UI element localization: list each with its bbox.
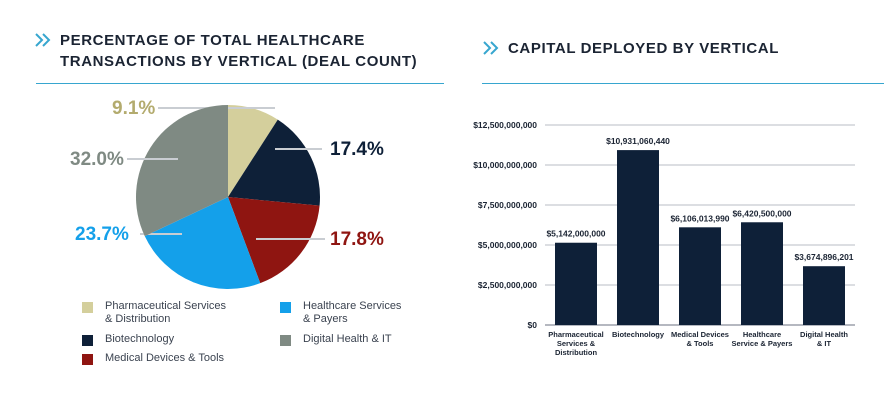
pie-title-divider	[36, 83, 444, 84]
bar-value-label-pharmaceutical-services-distribution: $5,142,000,000	[546, 229, 605, 239]
x-tick-label-pharmaceutical-services-distribution: Distribution	[555, 348, 597, 357]
y-tick-label: $5,000,000,000	[478, 240, 537, 250]
legend-item-biotech: Biotechnology	[82, 333, 262, 346]
legend-label-pharma-line1: Pharmaceutical Services	[105, 300, 227, 312]
legend-swatch-meddev	[82, 354, 93, 365]
double-chevron-right-icon	[35, 33, 51, 47]
legend-item-meddev: Medical Devices & Tools	[82, 352, 262, 365]
x-tick-label-pharmaceutical-services-distribution: Services &	[557, 339, 596, 348]
pie-title-line1: PERCENTAGE OF TOTAL HEALTHCARE	[60, 32, 365, 49]
pie-label-pharmaceutical-services-distribution: 9.1%	[112, 98, 155, 119]
x-tick-label-pharmaceutical-services-distribution: Pharmaceutical	[548, 330, 603, 339]
legend-label-meddev: Medical Devices & Tools	[105, 352, 225, 364]
pie-slice-medical-devices-tools	[228, 197, 320, 284]
bar-biotechnology	[617, 150, 659, 325]
bar-value-label-biotechnology: $10,931,060,440	[606, 136, 670, 146]
pie-slice-digital-health-it	[136, 105, 228, 237]
y-tick-label: $0	[528, 320, 538, 330]
x-tick-label-digital-health-it: & IT	[817, 339, 832, 348]
bar-chart-title: CAPITAL DEPLOYED BY VERTICAL	[508, 40, 779, 57]
y-tick-label: $12,500,000,000	[473, 120, 537, 130]
legend-label-digital: Digital Health & IT	[303, 333, 392, 345]
pie-title-line2: TRANSACTIONS BY VERTICAL (DEAL COUNT)	[60, 53, 418, 70]
y-tick-label: $7,500,000,000	[478, 200, 537, 210]
legend-item-pharma: Pharmaceutical Services & Distribution	[82, 300, 262, 326]
bar-value-label-healthcare-service-payers: $6,420,500,000	[732, 208, 791, 218]
y-tick-label: $10,000,000,000	[473, 160, 537, 170]
y-tick-label: $2,500,000,000	[478, 280, 537, 290]
legend-label-healthsvc-line1: Healthcare Services	[303, 300, 402, 312]
pie-label-digital-health-it: 32.0%	[70, 149, 124, 170]
bar-value-label-digital-health-it: $3,674,896,201	[794, 252, 853, 262]
pie-slice-biotechnology	[228, 119, 321, 206]
pie-label-medical-devices-tools: 17.8%	[330, 229, 384, 250]
legend-label-healthsvc-line2: & Payers	[303, 313, 348, 325]
legend-swatch-digital	[280, 335, 291, 346]
x-tick-label-digital-health-it: Digital Health	[800, 330, 848, 339]
bar-panel: CAPITAL DEPLOYED BY VERTICAL $0 $2,500,00…	[450, 0, 884, 403]
pie-panel: PERCENTAGE OF TOTAL HEALTHCARE TRANSACTI…	[34, 30, 444, 365]
double-chevron-right-icon	[483, 41, 499, 55]
bar-value-label-medical-devices-tools: $6,106,013,990	[670, 213, 729, 223]
legend-item-healthsvc: Healthcare Services & Payers	[280, 300, 460, 326]
bar-medical-devices-tools	[679, 227, 721, 325]
bar-title-row: CAPITAL DEPLOYED BY VERTICAL	[482, 38, 779, 59]
bar-chart: $0 $2,500,000,000 $5,000,000,000 $7,500,000…	[473, 120, 855, 357]
pie-label-healthcare-services-payers: 23.7%	[75, 224, 129, 245]
bar-title-divider	[482, 83, 884, 84]
x-tick-label-healthcare-service-payers: Service & Payers	[732, 339, 793, 348]
pie-title-row: PERCENTAGE OF TOTAL HEALTHCARE TRANSACTI…	[34, 30, 440, 72]
pie-slice-healthcare-services-payers	[144, 197, 261, 289]
bar-pharmaceutical-services-distribution	[555, 242, 597, 325]
x-tick-label-healthcare-service-payers: Healthcare	[743, 330, 781, 339]
legend-swatch-healthsvc	[280, 302, 291, 313]
legend-label-biotech: Biotechnology	[105, 333, 175, 345]
x-tick-label-medical-devices-tools: & Tools	[687, 339, 714, 348]
pie-chart-title: PERCENTAGE OF TOTAL HEALTHCARE TRANSACTI…	[60, 30, 440, 72]
bar-digital-health-it	[803, 266, 845, 325]
x-tick-label-medical-devices-tools: Medical Devices	[671, 330, 729, 339]
pie-chart: 9.1% 17.4% 17.8% 23.7% 32.0%	[70, 98, 384, 289]
legend-label-pharma-line2: & Distribution	[105, 313, 171, 325]
bar-healthcare-service-payers	[741, 222, 783, 325]
legend-swatch-pharma	[82, 302, 93, 313]
pie-label-biotechnology: 17.4%	[330, 139, 384, 160]
x-tick-label-biotechnology: Biotechnology	[612, 330, 665, 339]
legend-swatch-biotech	[82, 335, 93, 346]
legend-item-digital: Digital Health & IT	[280, 333, 460, 346]
pie-slice-pharmaceutical-services-distribution	[228, 105, 278, 197]
